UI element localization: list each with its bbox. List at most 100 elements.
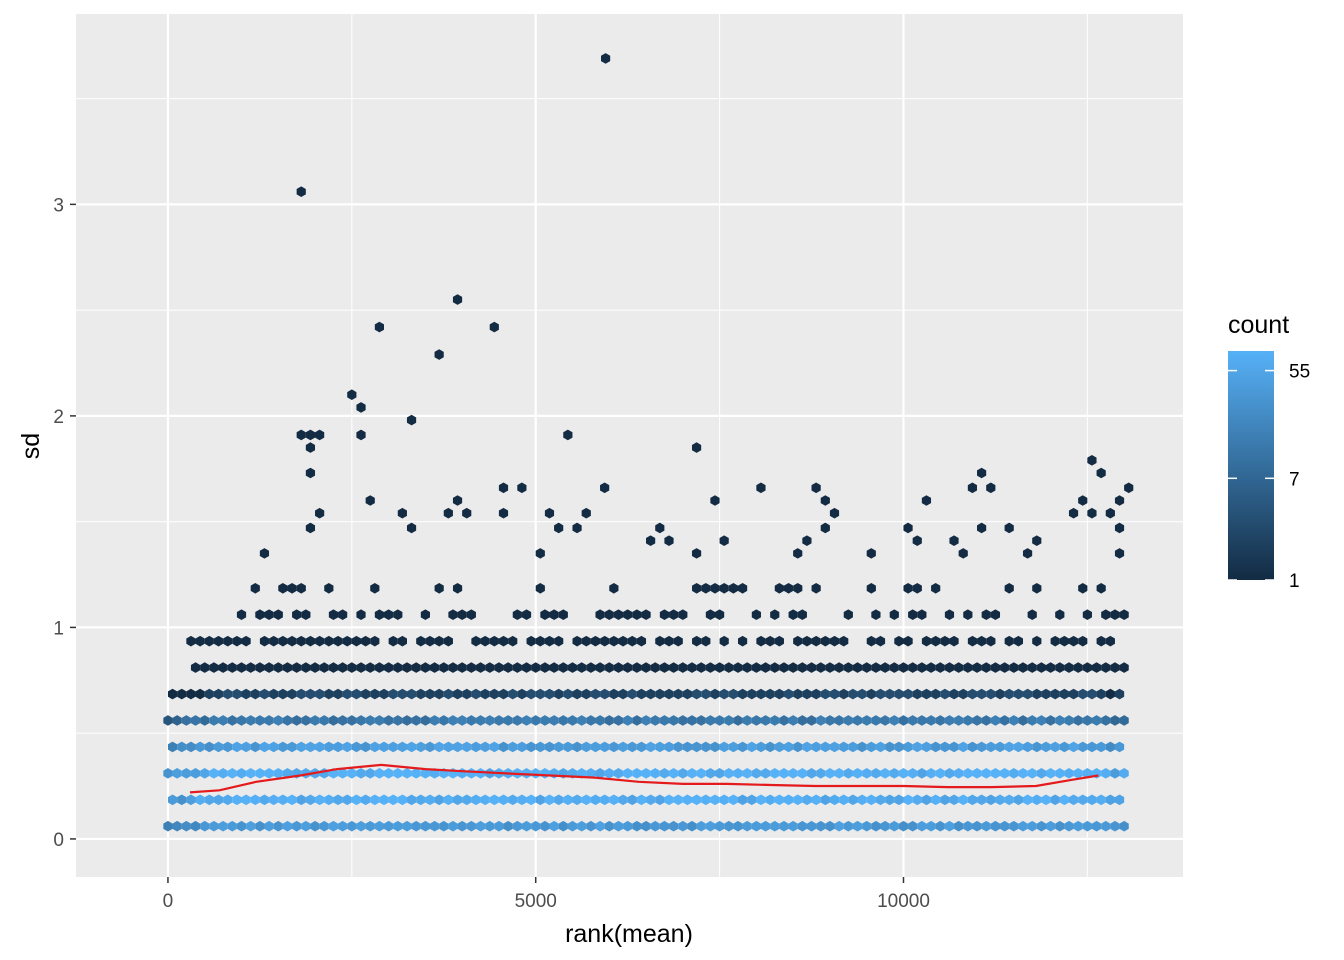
hex-bin bbox=[531, 820, 541, 832]
hex-bin bbox=[770, 609, 780, 621]
hex-bin bbox=[1068, 741, 1079, 753]
hex-bin bbox=[990, 768, 1001, 779]
hex-bin bbox=[1096, 741, 1106, 753]
hex-bin bbox=[494, 820, 504, 832]
hex-bin bbox=[682, 794, 693, 806]
hex-bin bbox=[600, 794, 610, 806]
hex-bin bbox=[273, 609, 283, 621]
hex-bin bbox=[977, 794, 987, 806]
hex-bin bbox=[632, 609, 642, 621]
hex-bin bbox=[692, 794, 702, 806]
hex-bin bbox=[977, 635, 987, 647]
hex-bin bbox=[820, 635, 830, 647]
hex-bin bbox=[361, 635, 371, 647]
hex-bin bbox=[1087, 741, 1097, 753]
hex-bin bbox=[328, 662, 339, 673]
hex-bin bbox=[273, 715, 283, 726]
hex-bin bbox=[443, 741, 453, 753]
hex-bin bbox=[577, 820, 587, 832]
hex-bin bbox=[912, 535, 922, 546]
hex-bin bbox=[590, 794, 601, 806]
hex-bin bbox=[1036, 662, 1046, 673]
hex-bin bbox=[1064, 820, 1074, 832]
hex-bin bbox=[641, 715, 651, 726]
hex-bin bbox=[655, 522, 665, 534]
hex-bin bbox=[218, 820, 228, 832]
hex-bin bbox=[696, 662, 706, 673]
hex-bin bbox=[806, 662, 817, 673]
hex-bin bbox=[200, 662, 210, 673]
hex-bin bbox=[577, 662, 587, 673]
hex-bin bbox=[264, 768, 274, 779]
hex-bin bbox=[310, 715, 320, 726]
hex-bin bbox=[420, 768, 430, 779]
hex-bin bbox=[356, 662, 366, 673]
hex-bin bbox=[636, 794, 647, 806]
hex-bin bbox=[526, 741, 536, 753]
hex-bin bbox=[1032, 535, 1042, 546]
hex-bin bbox=[852, 662, 863, 673]
hex-bin bbox=[384, 820, 394, 832]
hex-bin bbox=[223, 794, 233, 806]
hex-bin bbox=[664, 688, 674, 700]
hex-bin bbox=[186, 635, 196, 647]
hex-bin bbox=[480, 741, 490, 753]
hex-bin bbox=[783, 688, 794, 700]
hex-bin bbox=[811, 688, 821, 700]
hex-bin bbox=[866, 688, 876, 700]
hex-bin bbox=[903, 522, 913, 534]
hex-bin bbox=[278, 741, 288, 753]
hex-bin bbox=[894, 741, 904, 753]
hex-bin bbox=[471, 794, 481, 806]
hex-bin bbox=[655, 741, 665, 753]
hex-bin bbox=[1114, 741, 1125, 753]
hex-bin bbox=[190, 715, 201, 726]
hex-bin bbox=[655, 635, 665, 647]
hex-bin bbox=[1050, 794, 1060, 806]
hex-bin bbox=[1082, 609, 1092, 621]
hex-bin bbox=[1027, 768, 1037, 779]
hex-bin bbox=[793, 741, 803, 753]
hex-bin bbox=[682, 741, 693, 753]
hex-bin bbox=[935, 768, 945, 779]
hex-bin bbox=[779, 715, 789, 726]
hex-bin bbox=[1004, 741, 1014, 753]
hex-bin bbox=[963, 820, 973, 832]
hex-bin bbox=[269, 794, 279, 806]
hex-bin bbox=[825, 662, 835, 673]
hex-bin bbox=[365, 715, 375, 726]
hex-bin bbox=[650, 662, 660, 673]
hex-bin bbox=[940, 688, 950, 700]
hex-bin bbox=[342, 794, 352, 806]
hex-bin bbox=[742, 820, 752, 832]
hex-bin bbox=[287, 635, 297, 647]
hex-bin bbox=[292, 715, 302, 726]
hex-bin bbox=[1004, 522, 1014, 534]
hex-bin bbox=[673, 635, 683, 647]
hex-bin bbox=[1018, 820, 1028, 832]
hex-bin bbox=[797, 662, 807, 673]
hex-bin bbox=[503, 662, 513, 673]
hex-bin bbox=[223, 635, 233, 647]
hex-bin bbox=[839, 794, 849, 806]
hex-bin bbox=[1009, 768, 1019, 779]
hex-bin bbox=[485, 715, 495, 726]
hex-bin bbox=[1027, 715, 1037, 726]
hex-bin bbox=[802, 688, 812, 700]
hex-bin bbox=[333, 635, 343, 647]
hex-bin bbox=[1114, 495, 1125, 506]
hex-bin bbox=[301, 715, 311, 726]
hex-bin bbox=[954, 768, 964, 779]
hex-bin bbox=[296, 582, 306, 594]
hex-bin bbox=[236, 715, 247, 726]
hex-bin bbox=[282, 662, 293, 673]
hex-bin bbox=[751, 715, 761, 726]
hex-bin bbox=[967, 741, 978, 753]
hex-bin bbox=[687, 662, 697, 673]
hex-bin bbox=[241, 635, 251, 647]
hex-bin bbox=[963, 768, 973, 779]
hex-bin bbox=[917, 609, 927, 621]
hex-bin bbox=[223, 688, 233, 700]
hex-bin bbox=[825, 715, 835, 726]
hex-bin bbox=[981, 609, 991, 621]
